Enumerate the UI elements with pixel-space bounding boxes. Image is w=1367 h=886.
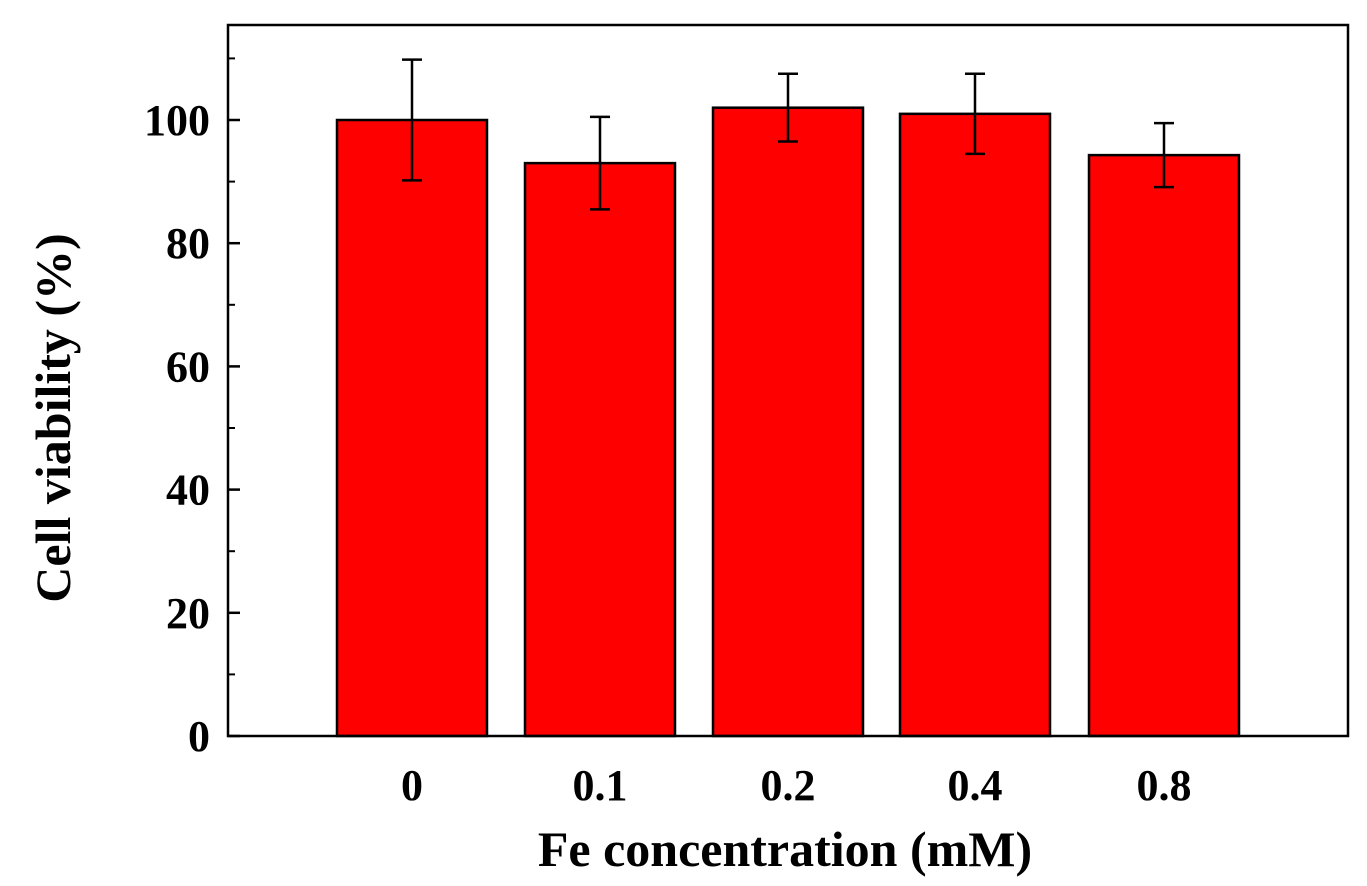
y-tick-label-40: 40 bbox=[166, 466, 210, 515]
bar-1 bbox=[523, 161, 677, 738]
y-ticks-layer: 0 20 40 60 80 100 bbox=[144, 57, 240, 761]
error-bars-layer bbox=[402, 58, 1174, 211]
bar-2 bbox=[711, 106, 865, 738]
y-axis-title: Cell viability (%) bbox=[25, 233, 81, 602]
y-tick-label-0: 0 bbox=[188, 712, 210, 761]
x-tick-labels-layer: 0 0.1 0.2 0.4 0.8 bbox=[401, 761, 1192, 810]
y-tick-label-20: 20 bbox=[166, 589, 210, 638]
y-tick-label-60: 60 bbox=[166, 342, 210, 391]
plot-frame bbox=[226, 23, 1350, 738]
x-tick-label-3: 0.4 bbox=[948, 761, 1003, 810]
bars-layer bbox=[335, 106, 1241, 738]
y-tick-label-80: 80 bbox=[166, 219, 210, 268]
bar-0 bbox=[335, 118, 489, 738]
x-axis-title: Fe concentration (mM) bbox=[538, 821, 1032, 877]
axes-layer bbox=[226, 23, 1350, 738]
x-tick-label-4: 0.8 bbox=[1137, 761, 1192, 810]
y-tick-label-100: 100 bbox=[144, 96, 210, 145]
x-tick-label-2: 0.2 bbox=[761, 761, 816, 810]
x-tick-label-0: 0 bbox=[401, 761, 423, 810]
x-tick-label-1: 0.1 bbox=[573, 761, 628, 810]
bar-3 bbox=[898, 112, 1052, 738]
bar-4 bbox=[1087, 153, 1241, 738]
